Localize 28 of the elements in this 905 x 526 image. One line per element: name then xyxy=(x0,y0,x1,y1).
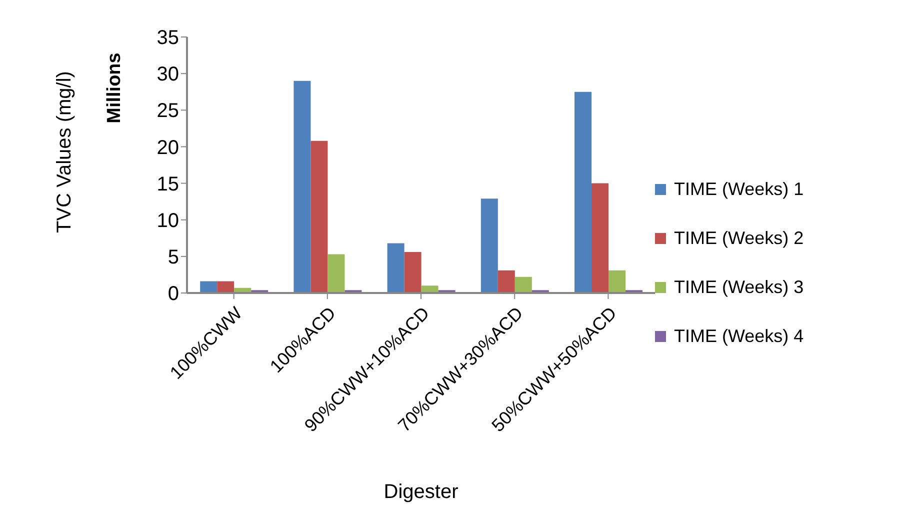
bar xyxy=(480,198,498,293)
bar xyxy=(310,140,328,293)
text: Millions xyxy=(104,52,126,124)
bar xyxy=(387,243,404,293)
bar xyxy=(514,276,532,293)
legend-label: TIME (Weeks) 4 xyxy=(674,326,804,347)
bar xyxy=(592,183,609,293)
y-tick-label: 10 xyxy=(156,210,179,232)
legend-label: TIME (Weeks) 1 xyxy=(674,179,804,200)
bar xyxy=(294,80,311,293)
y-tick-label: 25 xyxy=(156,100,179,122)
y-tick-label: 35 xyxy=(156,27,179,50)
bar xyxy=(608,270,626,293)
legend-label: TIME (Weeks) 3 xyxy=(674,277,804,298)
y-tick-label: 30 xyxy=(156,64,179,86)
legend-label: TIME (Weeks) 2 xyxy=(674,228,804,249)
y-tick-label: 20 xyxy=(156,136,179,159)
y-axis-title: TVC Values (mg/l) xyxy=(54,71,76,233)
x-axis-title: Digester xyxy=(384,481,459,503)
y-tick-label: 5 xyxy=(168,246,179,269)
y-tick-label: 0 xyxy=(168,283,179,306)
bar xyxy=(574,92,592,293)
bar xyxy=(404,252,422,293)
bar xyxy=(328,254,345,293)
bar xyxy=(217,281,234,293)
bar xyxy=(498,270,515,293)
bar xyxy=(200,281,218,293)
y-tick-label: 15 xyxy=(156,173,179,196)
